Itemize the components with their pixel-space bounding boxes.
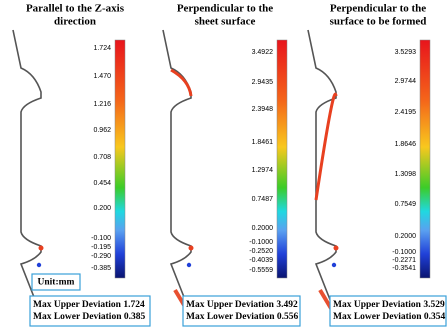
- scale-label: 0.7549: [395, 201, 417, 208]
- scale-label: 2.9744: [395, 78, 417, 85]
- color-bar: [115, 40, 125, 278]
- deviation-text: Max Lower Deviation 0.354: [333, 312, 445, 322]
- unit-label: Unit:mm: [38, 278, 75, 288]
- scale-label: -0.1000: [249, 239, 273, 246]
- color-bar: [420, 40, 430, 278]
- scale-label: 2.4195: [395, 109, 417, 116]
- scale-label: 2.9435: [252, 79, 274, 86]
- scale-label: 1.216: [93, 101, 111, 108]
- scale-label: 0.2000: [395, 233, 417, 240]
- sheet-profile: [308, 30, 338, 320]
- deviation-text: Max Lower Deviation 0.385: [33, 312, 145, 322]
- scale-label: 1.3098: [395, 171, 417, 178]
- panel-title: sheet surface: [195, 16, 256, 28]
- deviation-text: Max Upper Deviation 1.724: [33, 300, 145, 310]
- panel-title: direction: [54, 16, 96, 28]
- scale-label: 0.7487: [252, 196, 274, 203]
- deviation-band: [316, 94, 336, 200]
- scale-label: 1.724: [93, 45, 111, 52]
- panel-title: Parallel to the Z-axis: [26, 3, 125, 15]
- scale-label: 2.3948: [252, 106, 274, 113]
- scale-label: 3.5293: [395, 49, 417, 56]
- scale-label: -0.2520: [249, 248, 273, 255]
- scale-label: -0.100: [91, 235, 111, 242]
- scale-label: 1.470: [93, 73, 111, 80]
- deviation-text: Max Upper Deviation 3.529: [333, 300, 445, 310]
- scale-label: 1.8646: [395, 141, 417, 148]
- scale-label: 1.2974: [252, 167, 274, 174]
- scale-label: -0.5559: [249, 267, 273, 274]
- scale-label: 3.4922: [252, 49, 274, 56]
- scale-label: -0.3541: [392, 265, 416, 272]
- scale-label: -0.385: [91, 265, 111, 272]
- marker: [187, 263, 191, 267]
- marker: [332, 263, 336, 267]
- scale-label: -0.2271: [392, 257, 416, 264]
- marker: [37, 263, 41, 267]
- panel-title: Perpendicular to the: [177, 3, 273, 15]
- scale-label: -0.195: [91, 244, 111, 251]
- panel-title: surface to be formed: [330, 16, 427, 28]
- scale-label: -0.4039: [249, 257, 273, 264]
- scale-label: 0.200: [93, 205, 111, 212]
- scale-label: 0.2000: [252, 225, 274, 232]
- panel-title: Perpendicular to the: [330, 3, 426, 15]
- scale-label: 1.8461: [252, 139, 274, 146]
- figure: Parallel to the Z-axisdirection 1.724 1.47…: [0, 0, 447, 327]
- deviation-text: Max Lower Deviation 0.556: [186, 312, 298, 322]
- deviation-text: Max Upper Deviation 3.492: [186, 300, 298, 310]
- color-bar: [277, 40, 287, 278]
- scale-label: -0.290: [91, 253, 111, 260]
- scale-label: 0.962: [93, 127, 111, 134]
- scale-label: -0.1000: [392, 249, 416, 256]
- scale-label: 0.454: [93, 180, 111, 187]
- scale-label: 0.708: [93, 154, 111, 161]
- marker: [189, 246, 194, 251]
- marker: [39, 246, 44, 251]
- marker: [334, 246, 339, 251]
